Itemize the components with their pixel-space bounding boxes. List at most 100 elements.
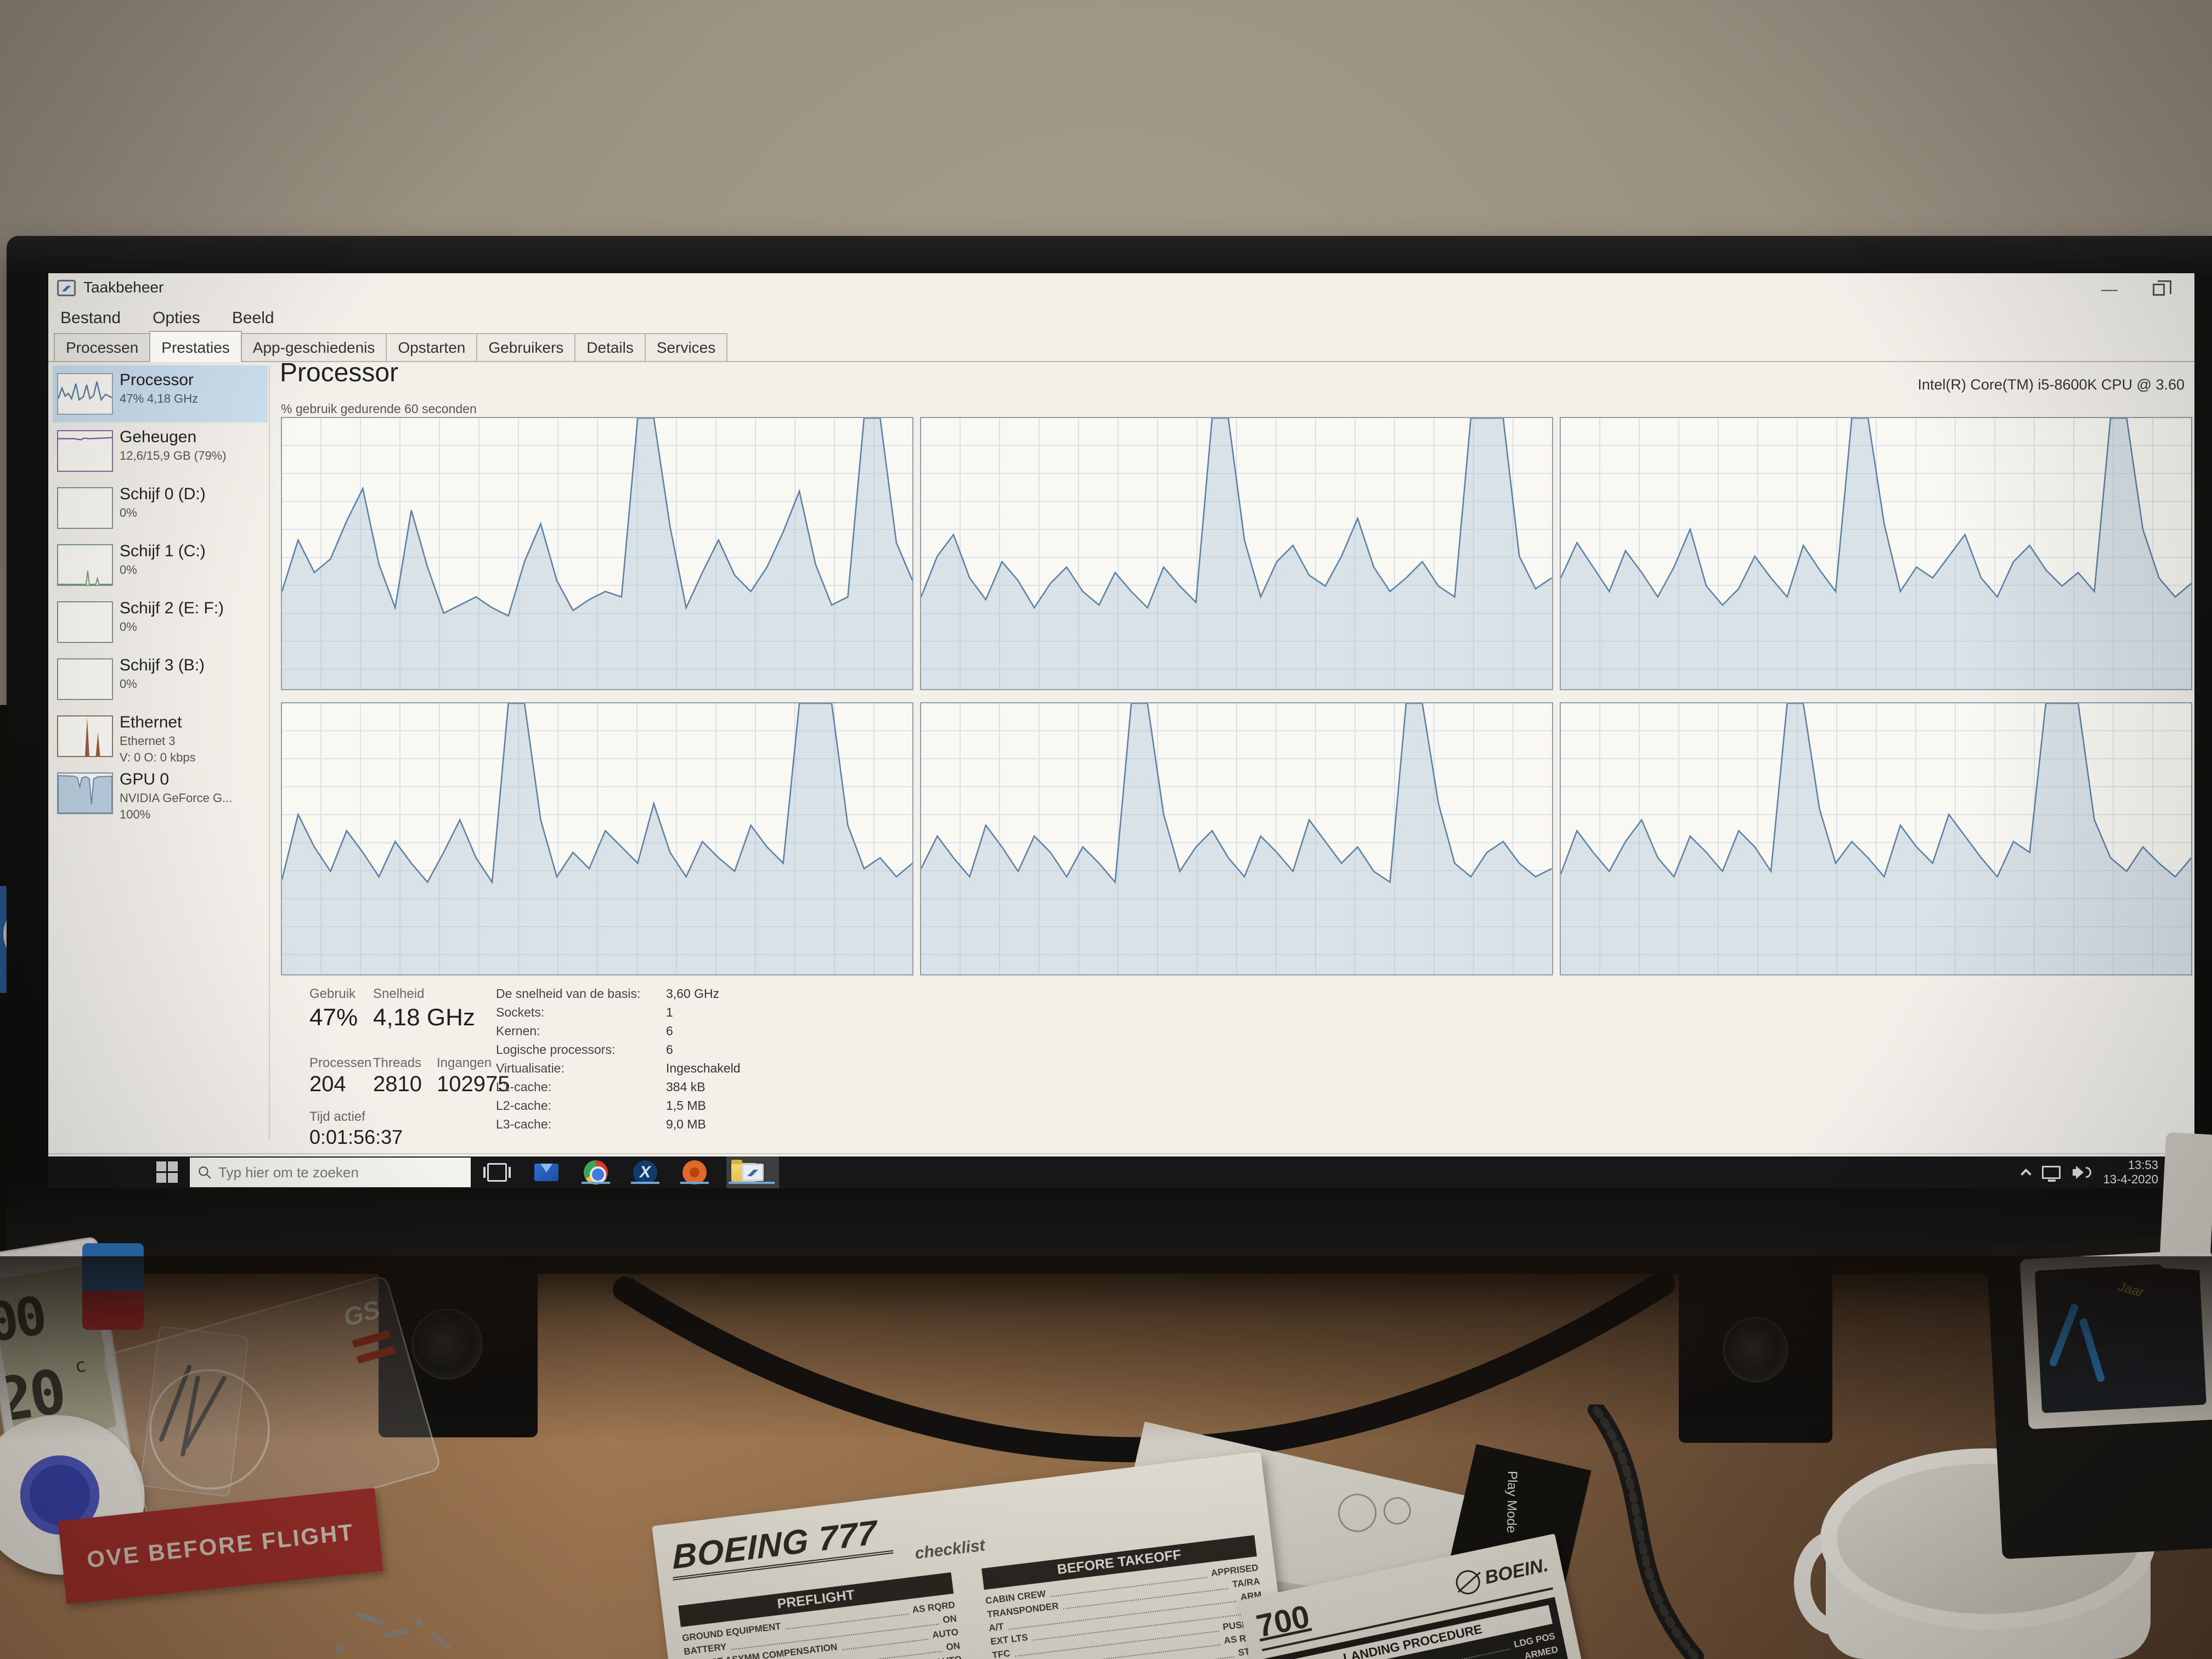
screen: Taakbeheer — Bestand Opties Beeld Processe… — [48, 273, 2194, 1188]
sidebar-item-cpu[interactable]: Processor 47% 4,18 GHz — [53, 365, 268, 422]
detail-label: De snelheid van de basis: — [496, 986, 641, 1001]
tab[interactable]: App-geschiedenis — [240, 333, 387, 362]
disk0-mini-graph-icon — [57, 487, 113, 529]
mail-icon — [534, 1164, 558, 1181]
core-graph-5 — [920, 702, 1553, 975]
core-graph-6 — [1559, 702, 2192, 975]
detail-value: 1,5 MB — [666, 1098, 706, 1113]
cpu-stats: Gebruik Snelheid 47% 4,18 GHz Processen … — [281, 986, 2194, 1151]
graph-axis-label: % gebruik gedurende 60 seconden — [281, 402, 477, 416]
handles-label: Ingangen — [437, 1056, 492, 1070]
monitor-shadow — [0, 1256, 2212, 1443]
search-input[interactable] — [218, 1164, 449, 1181]
sidebar-item-ethernet[interactable]: Ethernet Ethernet 3 V: 0 O: 0 kbps — [53, 708, 268, 765]
ethernet-mini-graph-icon — [57, 715, 113, 757]
cpu-mini-graph-icon — [57, 373, 113, 415]
origin-icon — [682, 1160, 707, 1184]
core-graph-4 — [281, 702, 914, 975]
processes-value: 204 — [309, 1072, 346, 1096]
menu-item[interactable]: Beeld — [232, 309, 274, 327]
processes-label: Processen — [309, 1056, 372, 1070]
sidebar-item-disk2[interactable]: Schijf 2 (E: F:) 0% — [53, 594, 268, 651]
sidebar-item-disk0[interactable]: Schijf 0 (D:) 0% — [53, 479, 268, 537]
volume-icon[interactable] — [2072, 1165, 2091, 1180]
taskbar-icon-taskmanager-active[interactable] — [729, 1160, 775, 1185]
detail-label: Sockets: — [496, 1005, 545, 1019]
page-title: Processor — [280, 358, 399, 387]
lanyard-strap — [1588, 1404, 1704, 1659]
taskmanager-window-icon — [57, 280, 76, 296]
window-title: Taakbeheer — [83, 279, 164, 296]
tab[interactable]: Processen — [54, 333, 151, 362]
cpu-core-graphs — [281, 417, 2192, 975]
speed-value: 4,18 GHz — [373, 1004, 475, 1031]
uptime-label: Tijd actief — [309, 1109, 365, 1124]
core-graph-1 — [281, 417, 914, 690]
detail-label: L1-cache: — [496, 1080, 552, 1094]
network-icon[interactable] — [2041, 1166, 2061, 1182]
threads-value: 2810 — [373, 1072, 422, 1096]
tray-chevron-icon[interactable] — [2020, 1169, 2032, 1180]
search-icon — [199, 1166, 211, 1179]
disk1-mini-graph-icon — [57, 544, 113, 586]
menu-item[interactable]: Opties — [153, 309, 200, 327]
disk2-mini-graph-icon — [57, 601, 113, 643]
tray-clock[interactable]: 13:53 13-4-2020 — [2103, 1158, 2158, 1186]
tab[interactable]: Opstarten — [386, 333, 478, 362]
disk3-mini-graph-icon — [57, 658, 113, 700]
coffee-mug — [1794, 1448, 2156, 1659]
detail-label: L3-cache: — [496, 1117, 552, 1131]
checklist-subtitle: checklist — [913, 1536, 986, 1563]
windows-taskbar: X 13:53 13-4-2020 16 — [48, 1156, 2194, 1188]
task-manager-icon — [742, 1164, 764, 1181]
screw — [336, 1645, 343, 1652]
taskbar-icon-origin[interactable] — [678, 1160, 711, 1185]
detail-value: 9,0 MB — [666, 1117, 706, 1131]
core-graph-3 — [1559, 417, 2192, 690]
uptime-value: 0:01:56:37 — [309, 1126, 403, 1148]
gpu-mini-graph-icon — [57, 772, 113, 814]
detail-label: Logische processors: — [496, 1042, 616, 1057]
detail-label: Virtualisatie: — [496, 1061, 565, 1075]
sidebar-item-disk3[interactable]: Schijf 3 (B:) 0% — [53, 651, 268, 708]
threads-label: Threads — [373, 1056, 422, 1070]
core-graph-2 — [920, 417, 1553, 690]
detail-label: L2-cache: — [496, 1098, 552, 1113]
detail-value: 6 — [666, 1024, 673, 1038]
tab[interactable]: Services — [644, 333, 728, 362]
performance-sidebar: Processor 47% 4,18 GHz Geheugen 12,6/15,… — [53, 365, 268, 1153]
taskbar-icon-xplane[interactable]: X — [629, 1160, 662, 1185]
window-titlebar: Taakbeheer — — [48, 273, 2194, 304]
tab[interactable]: Prestaties — [149, 331, 242, 362]
restore-icon — [2153, 280, 2171, 296]
minimize-button[interactable]: — — [2101, 280, 2118, 298]
tab-bar: Processen Prestaties App-geschiedenis Opsta… — [54, 331, 2194, 362]
speed-label: Snelheid — [373, 986, 425, 1001]
taskbar-search[interactable] — [190, 1158, 471, 1187]
tab-divider — [48, 361, 2194, 362]
taskbar-icon-mail[interactable] — [530, 1160, 563, 1185]
taskbar-icon-chrome[interactable] — [579, 1160, 612, 1185]
sidebar-item-gpu[interactable]: GPU 0 NVIDIA GeForce G... 100% — [53, 765, 268, 822]
start-button[interactable] — [156, 1161, 180, 1184]
usage-value: 47% — [309, 1004, 358, 1031]
taskbar-icon-taskmanager[interactable] — [777, 1160, 810, 1185]
cpu-model-name: Intel(R) Core(TM) i5-8600K CPU @ 3.60 — [1917, 376, 2185, 393]
detail-value: Ingeschakeld — [666, 1061, 741, 1075]
detail-value: 6 — [666, 1042, 673, 1057]
sidebar-item-memory[interactable]: Geheugen 12,6/15,9 GB (79%) — [53, 422, 268, 479]
sidebar-item-disk1[interactable]: Schijf 1 (C:) 0% — [53, 537, 268, 594]
usage-label: Gebruik — [309, 986, 356, 1001]
menu-bar: Bestand Opties Beeld — [48, 304, 2194, 332]
tab[interactable]: Details — [574, 333, 646, 362]
detail-value: 3,60 GHz — [666, 986, 720, 1001]
white-object — [2159, 1132, 2212, 1271]
handles-value: 102975 — [437, 1072, 510, 1096]
detail-value: 1 — [666, 1005, 673, 1019]
menu-item[interactable]: Bestand — [60, 309, 121, 327]
tab[interactable]: Gebruikers — [476, 333, 576, 362]
maximize-restore-button[interactable] — [2140, 278, 2178, 302]
task-view-button[interactable] — [483, 1163, 511, 1182]
card-title: 700 — [1253, 1598, 1313, 1645]
